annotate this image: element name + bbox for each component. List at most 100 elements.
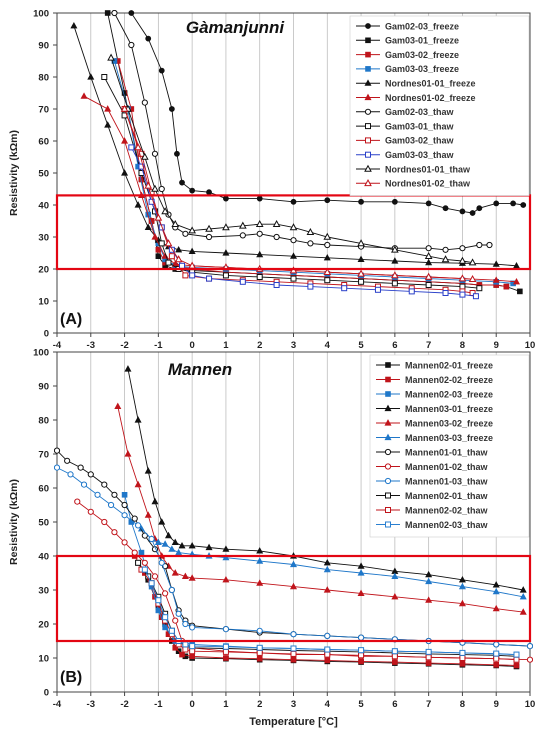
highlight-box bbox=[55, 194, 532, 271]
legend-swatch-marker bbox=[385, 492, 391, 499]
data-point bbox=[114, 402, 122, 410]
data-point bbox=[256, 579, 264, 586]
x-tick-label: 1 bbox=[223, 699, 229, 710]
data-point bbox=[289, 266, 298, 274]
legend-entry: Gam02-03_thaw bbox=[385, 107, 455, 117]
data-point bbox=[526, 656, 533, 663]
legend-swatch-marker bbox=[365, 51, 371, 58]
data-point bbox=[222, 575, 230, 583]
data-point bbox=[517, 288, 523, 295]
data-point bbox=[256, 274, 263, 280]
data-point bbox=[307, 240, 314, 247]
data-point bbox=[513, 651, 520, 658]
data-point bbox=[358, 278, 365, 285]
x-tick-label: 8 bbox=[460, 699, 465, 710]
legend-swatch-marker bbox=[365, 123, 371, 130]
data-point bbox=[493, 655, 500, 662]
series-line bbox=[114, 12, 490, 251]
data-point bbox=[151, 573, 159, 580]
data-point bbox=[94, 491, 101, 498]
data-point bbox=[425, 200, 432, 207]
data-point bbox=[324, 241, 331, 249]
data-point bbox=[238, 221, 247, 229]
legend-entry: Mannen01-02_thaw bbox=[405, 462, 489, 472]
data-point bbox=[182, 272, 189, 279]
data-point bbox=[181, 572, 189, 580]
data-point bbox=[503, 283, 510, 290]
legend-entry: Mannen01-03_thaw bbox=[405, 476, 489, 486]
data-point bbox=[144, 223, 152, 230]
data-point bbox=[458, 256, 467, 264]
data-point bbox=[256, 627, 263, 634]
data-point bbox=[171, 538, 179, 546]
y-tick-label: 10 bbox=[38, 654, 49, 665]
legend-swatch-marker bbox=[384, 463, 392, 470]
data-point bbox=[175, 245, 183, 253]
data-point bbox=[131, 515, 138, 522]
data-point bbox=[323, 253, 331, 261]
data-point bbox=[101, 74, 108, 80]
data-point bbox=[222, 643, 229, 650]
data-point bbox=[148, 198, 155, 205]
x-tick-label: -3 bbox=[87, 699, 95, 710]
data-point bbox=[458, 274, 467, 282]
data-point bbox=[425, 577, 433, 585]
data-point bbox=[324, 646, 331, 653]
data-point bbox=[324, 657, 331, 664]
data-point bbox=[124, 450, 132, 457]
data-point bbox=[175, 610, 182, 617]
data-point bbox=[256, 649, 263, 656]
data-point bbox=[165, 259, 172, 266]
data-point bbox=[459, 649, 466, 656]
data-point bbox=[358, 198, 364, 205]
legend-swatch-marker bbox=[384, 419, 392, 426]
data-point bbox=[519, 586, 527, 593]
x-tick-label: 7 bbox=[426, 340, 431, 351]
panel-label: (B) bbox=[60, 669, 82, 686]
legend-entry: Gam03-02_thaw bbox=[385, 136, 455, 146]
data-point bbox=[222, 626, 230, 633]
data-point bbox=[134, 522, 142, 529]
data-point bbox=[458, 575, 466, 583]
data-point bbox=[323, 586, 331, 593]
legend-swatch-marker bbox=[384, 433, 392, 441]
data-point bbox=[425, 245, 432, 252]
data-point bbox=[459, 208, 466, 215]
y-axis-label: Resistivity (kΩm) bbox=[8, 479, 20, 565]
data-point bbox=[222, 249, 230, 256]
data-point bbox=[442, 290, 449, 296]
x-tick-label: 9 bbox=[494, 340, 499, 351]
data-point bbox=[168, 246, 175, 253]
y-tick-label: 40 bbox=[38, 552, 49, 563]
data-point bbox=[124, 365, 132, 372]
data-point bbox=[138, 549, 145, 556]
data-point bbox=[391, 198, 398, 205]
data-point bbox=[357, 569, 365, 576]
data-point bbox=[189, 643, 196, 650]
x-tick-label: 7 bbox=[426, 699, 431, 710]
data-point bbox=[171, 219, 180, 227]
data-point bbox=[87, 508, 94, 515]
x-tick-label: 4 bbox=[325, 699, 331, 710]
data-point bbox=[154, 213, 163, 221]
data-point bbox=[357, 634, 365, 641]
data-point bbox=[472, 293, 479, 300]
data-point bbox=[324, 277, 331, 284]
data-point bbox=[239, 232, 246, 239]
data-point bbox=[513, 662, 520, 669]
data-point bbox=[151, 497, 159, 505]
data-point bbox=[104, 105, 112, 112]
legend-swatch-marker bbox=[364, 164, 372, 172]
data-point bbox=[205, 543, 213, 551]
legend-swatch-marker bbox=[385, 391, 391, 397]
data-point bbox=[101, 518, 108, 526]
y-tick-label: 0 bbox=[44, 329, 49, 340]
data-point bbox=[158, 518, 166, 525]
data-point bbox=[493, 200, 500, 207]
series-line bbox=[134, 555, 517, 666]
data-point bbox=[469, 210, 476, 216]
legend-entry: Mannen02-02_freeze bbox=[405, 375, 493, 385]
x-tick-label: 1 bbox=[223, 340, 229, 351]
legend-swatch-marker bbox=[385, 362, 391, 368]
x-tick-label: 9 bbox=[494, 699, 499, 710]
